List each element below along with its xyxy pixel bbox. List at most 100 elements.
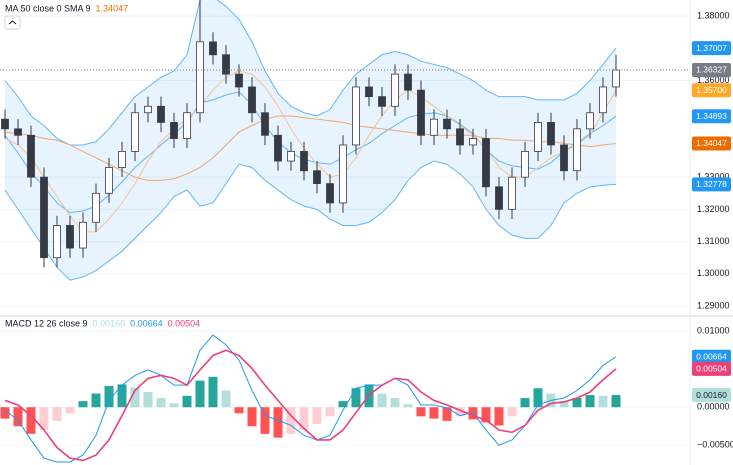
histogram-bar [598, 395, 608, 408]
price-label: 1.32778 [696, 179, 727, 189]
price-label: 1.37007 [696, 43, 727, 53]
histogram-bar [221, 390, 231, 408]
histogram-bar [78, 401, 88, 408]
collapse-button[interactable] [4, 15, 21, 30]
candle-body [495, 186, 503, 210]
candle-body [196, 41, 204, 114]
y-tick-label: 1.29000 [697, 300, 730, 310]
histogram-bar [572, 398, 582, 408]
price-label: 1.34047 [696, 138, 727, 148]
histogram-bar [169, 403, 179, 408]
price-label-box [692, 41, 731, 56]
candle-body [326, 183, 334, 204]
price-pane [0, 0, 690, 307]
candle-body [248, 86, 256, 114]
candle-body [378, 96, 386, 107]
histogram-bar [611, 395, 621, 408]
candle-body [235, 73, 243, 88]
candle-body [105, 167, 113, 194]
candle-body [144, 105, 152, 114]
histogram-bar [312, 407, 322, 424]
histogram-bar [195, 380, 205, 408]
macd-line [4, 349, 617, 462]
candle-body [534, 122, 542, 152]
price-axis: 1.29000 1.30000 1.31000 1.32000 1.33000 1.360… [697, 10, 733, 449]
histogram-bar [494, 407, 504, 426]
histogram-bar [325, 407, 335, 417]
candle-body [586, 112, 594, 130]
histogram-bar [299, 407, 309, 431]
price-label-box [692, 109, 731, 124]
price-label-box [692, 349, 731, 364]
candle-body [391, 73, 399, 107]
moving-average [4, 115, 617, 181]
candle-body [92, 192, 100, 223]
histogram-bar [273, 407, 283, 438]
price-label-box [692, 388, 731, 403]
candle-body [417, 89, 425, 136]
candle-body [27, 134, 35, 178]
macd-line [4, 334, 617, 463]
histogram-bar [143, 392, 153, 408]
histogram-bar [65, 407, 75, 414]
legend-value: 0.00664 [130, 318, 163, 328]
price-label-box [692, 361, 731, 376]
histogram-bar [117, 384, 127, 408]
histogram-bar [442, 407, 452, 421]
candle-body [274, 134, 282, 162]
candle-body [508, 176, 516, 210]
price-label-box [692, 177, 731, 192]
histogram-bar [403, 404, 413, 408]
candle-body [456, 128, 464, 146]
macd-pane [0, 330, 690, 463]
y-tick-label: 0.00000 [697, 402, 730, 412]
y-tick-label: 1.36000 [697, 75, 730, 85]
candle-body [66, 225, 74, 249]
candle-body [131, 112, 139, 152]
y-tick-label: 1.31000 [697, 236, 730, 246]
price-label: 0.00504 [696, 364, 727, 374]
band-fill [5, 0, 616, 281]
histogram-bar [507, 407, 517, 417]
candle-body [79, 221, 87, 249]
price-label-box [692, 136, 731, 151]
histogram-bar [455, 407, 465, 417]
histogram-bar [91, 393, 101, 408]
y-tick-label: 1.32000 [697, 204, 730, 214]
histogram-bar [104, 385, 114, 408]
band-lower [4, 160, 617, 281]
price-label-box [692, 83, 731, 98]
candle-body [430, 118, 438, 136]
histogram-bar [585, 395, 595, 408]
candle-body [469, 138, 477, 146]
candle-body [365, 86, 373, 98]
price-label: 0.00664 [696, 351, 727, 361]
legend-value: 0.00504 [168, 318, 201, 328]
candle-body [209, 41, 217, 56]
candle-body [14, 128, 22, 136]
candle-body [157, 105, 165, 123]
candle-body [521, 150, 529, 178]
collapse-icon [8, 20, 17, 25]
price-label: 1.34893 [696, 111, 727, 121]
candle-body [339, 144, 347, 204]
candle-body [443, 118, 451, 130]
indicator-legend: MA 50 close 0 SMA 9 [5, 3, 91, 13]
candle-body [313, 170, 321, 185]
histogram-bar [416, 407, 426, 417]
histogram-bar [52, 407, 62, 421]
candle-body [261, 112, 269, 136]
candle-body [612, 69, 620, 88]
y-tick-label: 0.01000 [697, 326, 730, 336]
candle-body [482, 138, 490, 188]
y-tick-label: 1.30000 [697, 268, 730, 278]
candle-body [287, 150, 295, 162]
price-label: 0.00160 [696, 390, 727, 400]
histogram-bar [390, 398, 400, 408]
histogram-bar [429, 407, 439, 419]
histogram-bar [13, 407, 23, 427]
candle-body [352, 86, 360, 146]
candle-body [573, 128, 581, 172]
indicator-legend: MACD 12 26 close 9 [5, 318, 88, 328]
candle-body [183, 112, 191, 139]
